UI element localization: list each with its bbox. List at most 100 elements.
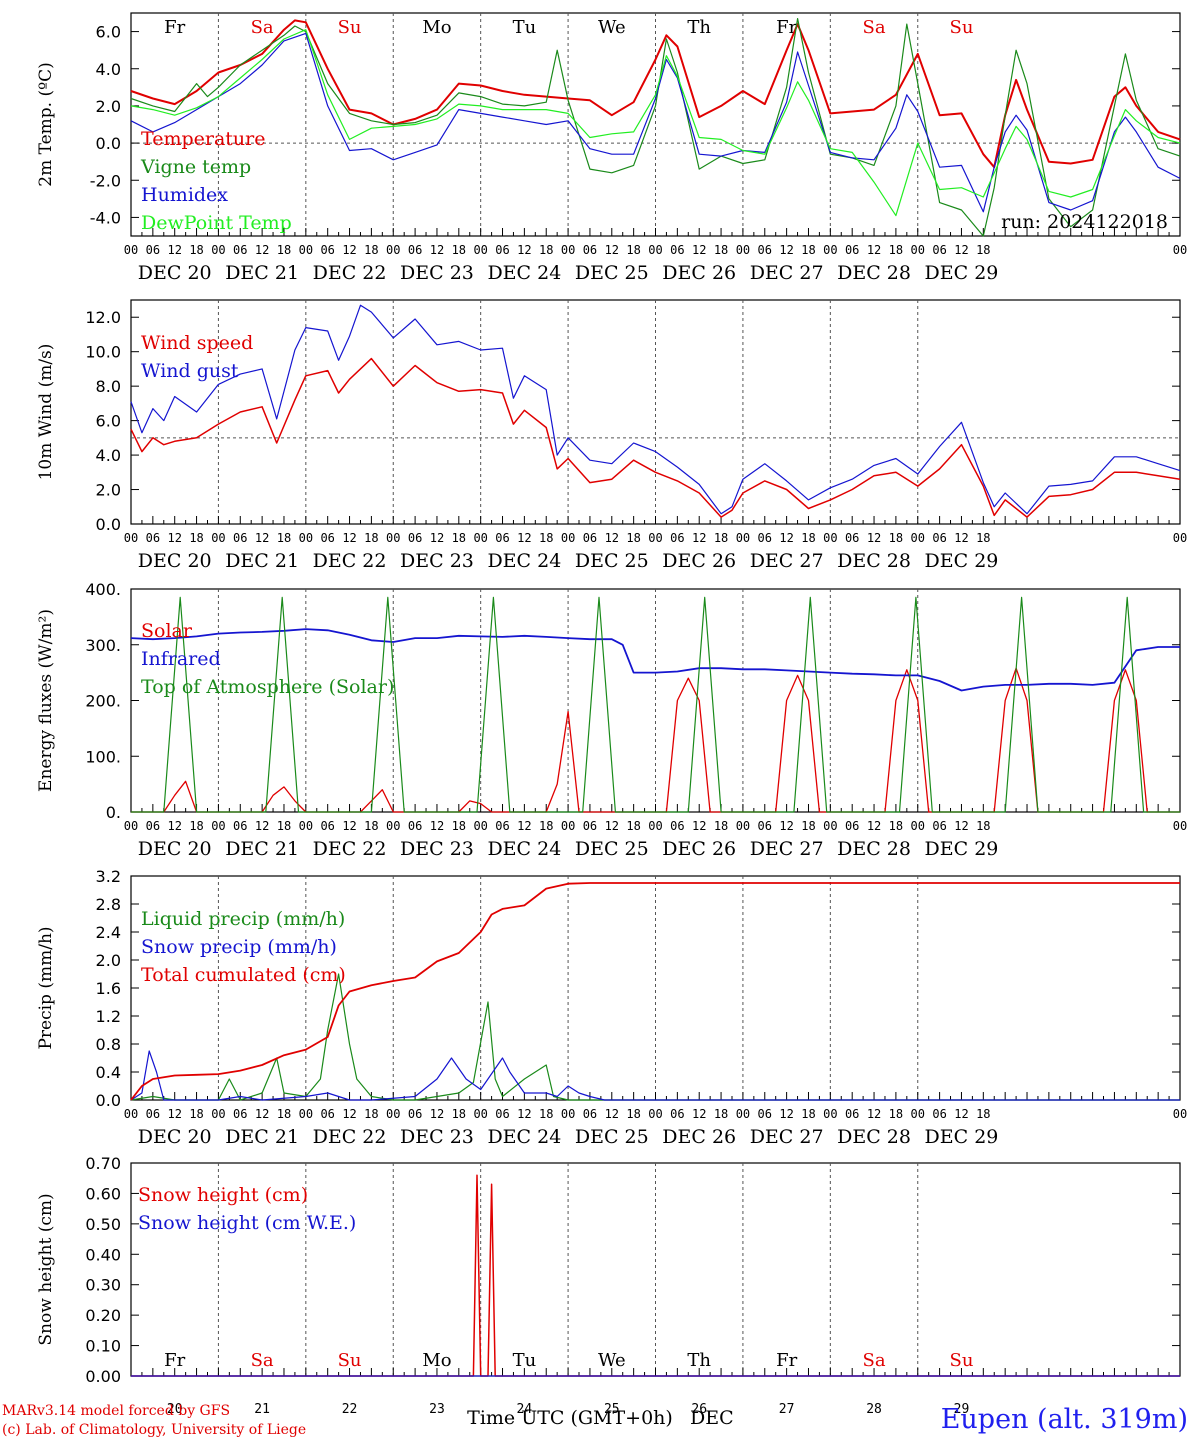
hour-tick-label: 18	[277, 819, 291, 833]
y-tick-label: 0.20	[85, 1306, 121, 1325]
hour-tick-label: 00	[561, 819, 575, 833]
hour-tick-label: 12	[430, 1107, 444, 1121]
hour-tick-label: 18	[452, 243, 466, 257]
y-axis-label: 10m Wind (m/s)	[36, 344, 56, 481]
day-number-label: 29	[954, 1402, 970, 1417]
hour-tick-label: 00	[1173, 243, 1187, 257]
hour-tick-label: 06	[670, 531, 684, 545]
y-tick-label: -2.0	[90, 171, 121, 190]
hour-tick-label: 06	[845, 1107, 859, 1121]
date-label: DEC 27	[750, 1126, 824, 1148]
y-tick-label: 6.0	[96, 23, 121, 42]
hour-tick-label: 00	[823, 243, 837, 257]
hour-tick-label: 18	[889, 1107, 903, 1121]
hour-tick-label: 12	[342, 819, 356, 833]
series-line-temperature	[130, 19, 1181, 169]
hour-tick-label: 00	[211, 819, 225, 833]
day-name-label: Su	[949, 17, 973, 38]
day-name-label: Su	[338, 17, 362, 38]
hour-tick-label: 12	[692, 243, 706, 257]
hour-tick-label: 06	[495, 243, 509, 257]
series-line-liquid-precip-mm-h-	[130, 973, 1180, 1101]
hour-tick-label: 06	[758, 819, 772, 833]
legend-entry: Solar	[141, 620, 193, 642]
date-label: DEC 20	[138, 550, 212, 572]
date-label: DEC 26	[662, 1126, 736, 1148]
hour-tick-label: 12	[430, 819, 444, 833]
hour-tick-label: 12	[167, 531, 181, 545]
hour-tick-label: 00	[473, 243, 487, 257]
hour-tick-label: 18	[277, 531, 291, 545]
date-label: DEC 24	[487, 550, 561, 572]
day-number-label: 22	[342, 1402, 358, 1417]
day-name-label: Fr	[164, 1350, 185, 1371]
y-tick-label: 0.4	[96, 1063, 121, 1082]
series-line-vigne-temp	[130, 18, 1181, 237]
y-axis-label: 2m Temp. (ºC)	[36, 62, 56, 187]
y-tick-label: 2.8	[96, 895, 121, 914]
y-tick-label: 0.40	[85, 1245, 121, 1264]
legend-entry: Snow precip (mm/h)	[141, 936, 337, 958]
station-name: Eupen (alt. 319m)	[941, 1404, 1188, 1435]
date-label: DEC 25	[575, 262, 649, 284]
date-label: DEC 26	[662, 550, 736, 572]
hour-tick-label: 18	[714, 531, 728, 545]
hour-tick-label: 00	[124, 1107, 138, 1121]
date-label: DEC 25	[575, 838, 649, 860]
y-tick-label: 4.0	[96, 60, 121, 79]
date-label: DEC 23	[400, 550, 474, 572]
y-tick-label: 1.6	[96, 979, 121, 998]
hour-tick-label: 06	[670, 243, 684, 257]
credit-line-1: MARv3.14 model forced by GFS	[2, 1403, 230, 1419]
date-label: DEC 27	[750, 838, 824, 860]
hour-tick-label: 00	[823, 1107, 837, 1121]
x-axis-time-label: Time UTC (GMT+0h)	[467, 1407, 673, 1429]
hour-tick-label: 12	[867, 243, 881, 257]
hour-tick-label: 18	[364, 1107, 378, 1121]
day-name-label: We	[598, 1350, 626, 1371]
y-tick-label: 0.0	[96, 134, 121, 153]
hour-tick-label: 12	[255, 1107, 269, 1121]
hour-tick-label: 00	[386, 531, 400, 545]
day-name-label: Mo	[422, 17, 451, 38]
hour-tick-label: 00	[473, 531, 487, 545]
day-name-label: Fr	[776, 17, 797, 38]
hour-tick-label: 18	[976, 1107, 990, 1121]
day-number-label: 27	[779, 1402, 795, 1417]
hour-tick-label: 12	[954, 819, 968, 833]
legend-entry: Liquid precip (mm/h)	[141, 908, 345, 930]
hour-tick-label: 06	[146, 819, 160, 833]
hour-tick-label: 06	[320, 243, 334, 257]
hour-tick-label: 18	[189, 531, 203, 545]
hour-tick-label: 06	[932, 243, 946, 257]
hour-tick-label: 00	[386, 243, 400, 257]
hour-tick-label: 18	[976, 243, 990, 257]
day-number-label: 24	[517, 1402, 533, 1417]
run-annotation: run: 2024122018	[1001, 211, 1168, 233]
hour-tick-label: 18	[626, 819, 640, 833]
x-axis-month-label: DEC	[690, 1407, 734, 1429]
hour-tick-label: 18	[539, 1107, 553, 1121]
series-line-total-cumulated-cm-	[130, 882, 1180, 1101]
hour-tick-label: 00	[648, 243, 662, 257]
hour-tick-label: 18	[626, 531, 640, 545]
hour-tick-label: 06	[320, 819, 334, 833]
y-tick-label: 8.0	[96, 377, 121, 396]
date-label: DEC 29	[925, 550, 999, 572]
hour-tick-label: 12	[605, 819, 619, 833]
hour-tick-label: 12	[255, 531, 269, 545]
hour-tick-label: 00	[911, 531, 925, 545]
hour-tick-label: 18	[626, 1107, 640, 1121]
legend-entry: Snow height (cm)	[138, 1184, 308, 1206]
hour-tick-label: 00	[736, 819, 750, 833]
hour-tick-label: 06	[408, 243, 422, 257]
hour-tick-label: 18	[277, 1107, 291, 1121]
hour-tick-label: 18	[364, 819, 378, 833]
day-number-label: 23	[429, 1402, 445, 1417]
date-label: DEC 22	[313, 262, 387, 284]
hour-tick-label: 06	[583, 243, 597, 257]
hour-tick-label: 12	[342, 243, 356, 257]
hour-tick-label: 12	[430, 243, 444, 257]
date-label: DEC 22	[313, 550, 387, 572]
hour-tick-label: 00	[561, 1107, 575, 1121]
